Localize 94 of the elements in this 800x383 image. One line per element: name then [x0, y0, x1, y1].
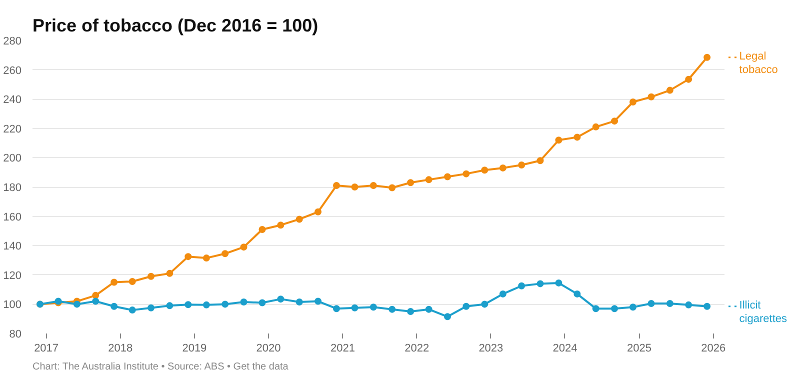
point: [611, 118, 618, 125]
point: [704, 302, 711, 310]
point: [202, 301, 210, 308]
point: [110, 278, 118, 286]
point: [648, 300, 655, 307]
point: [332, 182, 340, 190]
text: Chart: The Australia Institute • Source: ABS • Get the data: [32, 362, 289, 372]
point: [555, 136, 562, 144]
point: [222, 250, 229, 258]
legend-label: Legal tobacco: [739, 50, 778, 76]
point: [184, 301, 192, 308]
point: [499, 164, 506, 172]
x-tick-label: 2017: [34, 342, 59, 354]
point: [296, 298, 303, 306]
point: [536, 280, 544, 288]
y-tick-label: 160: [3, 211, 22, 224]
x-tick-label: 2025: [627, 342, 652, 354]
y-tick-label: 140: [3, 240, 22, 253]
point: [73, 300, 80, 308]
point: [648, 93, 655, 100]
point: [148, 304, 155, 312]
point: [277, 222, 284, 229]
point: [296, 216, 303, 223]
point: [166, 302, 174, 310]
point: [481, 166, 488, 174]
point: [444, 313, 451, 320]
x-tick-label: 2024: [552, 342, 578, 354]
y-tick-label: 120: [3, 270, 22, 282]
point: [592, 305, 600, 312]
point: [481, 300, 488, 308]
point: [222, 300, 229, 308]
point: [351, 184, 358, 190]
point: [388, 306, 396, 313]
point: [184, 253, 192, 260]
point: [128, 306, 136, 314]
point: [388, 184, 396, 192]
point: [277, 296, 284, 303]
point: [148, 272, 155, 280]
x-tick-label: 2021: [330, 342, 356, 354]
point: [444, 173, 451, 180]
point: [536, 157, 544, 164]
point: [555, 279, 562, 286]
y-tick-label: 260: [3, 64, 22, 77]
point: [314, 298, 322, 305]
point: [314, 208, 322, 216]
y-tick-label: 100: [3, 299, 22, 312]
point: [110, 302, 118, 310]
point: [240, 244, 248, 251]
point: [611, 305, 618, 312]
point: [462, 302, 470, 310]
point: [629, 304, 636, 311]
point: [258, 299, 266, 306]
point: [240, 298, 248, 306]
chart-title: Price of tobacco (Dec 2016 = 100): [32, 16, 318, 36]
point: [666, 86, 674, 94]
point: [704, 54, 711, 61]
point: [462, 170, 470, 178]
point: [202, 254, 210, 262]
x-tick-label: 2020: [256, 342, 281, 354]
point: [370, 304, 377, 311]
point: [370, 182, 377, 190]
x-tick-label: 2019: [182, 342, 207, 354]
point: [574, 290, 581, 298]
point: [425, 176, 432, 184]
point: [407, 308, 414, 316]
point: [128, 278, 136, 285]
x-tick-label: 2022: [404, 342, 430, 354]
y-tick-label: 200: [3, 152, 22, 165]
y-tick-label: 80: [9, 328, 22, 340]
y-tick-label: 240: [3, 94, 22, 106]
point: [425, 306, 432, 313]
point: [499, 290, 506, 298]
point: [592, 123, 600, 130]
point: [351, 304, 358, 312]
point: [258, 226, 266, 233]
y-tick-label: 220: [3, 123, 22, 136]
x-tick-label: 2026: [701, 342, 726, 354]
legend-label: Illicit cigarettes: [739, 299, 788, 326]
point: [92, 298, 100, 305]
point: [407, 179, 414, 186]
point: [574, 134, 581, 141]
point: [629, 98, 636, 106]
x-tick-label: 2023: [478, 342, 504, 354]
point: [166, 270, 174, 277]
point: [666, 300, 674, 307]
y-tick-label: 280: [3, 36, 22, 48]
point: [518, 282, 526, 290]
point: [685, 301, 692, 308]
point: [92, 292, 100, 299]
point: [685, 76, 692, 83]
y-tick-label: 180: [3, 182, 22, 194]
point: [332, 305, 340, 312]
point: [518, 162, 526, 169]
x-tick-label: 2018: [108, 342, 133, 354]
